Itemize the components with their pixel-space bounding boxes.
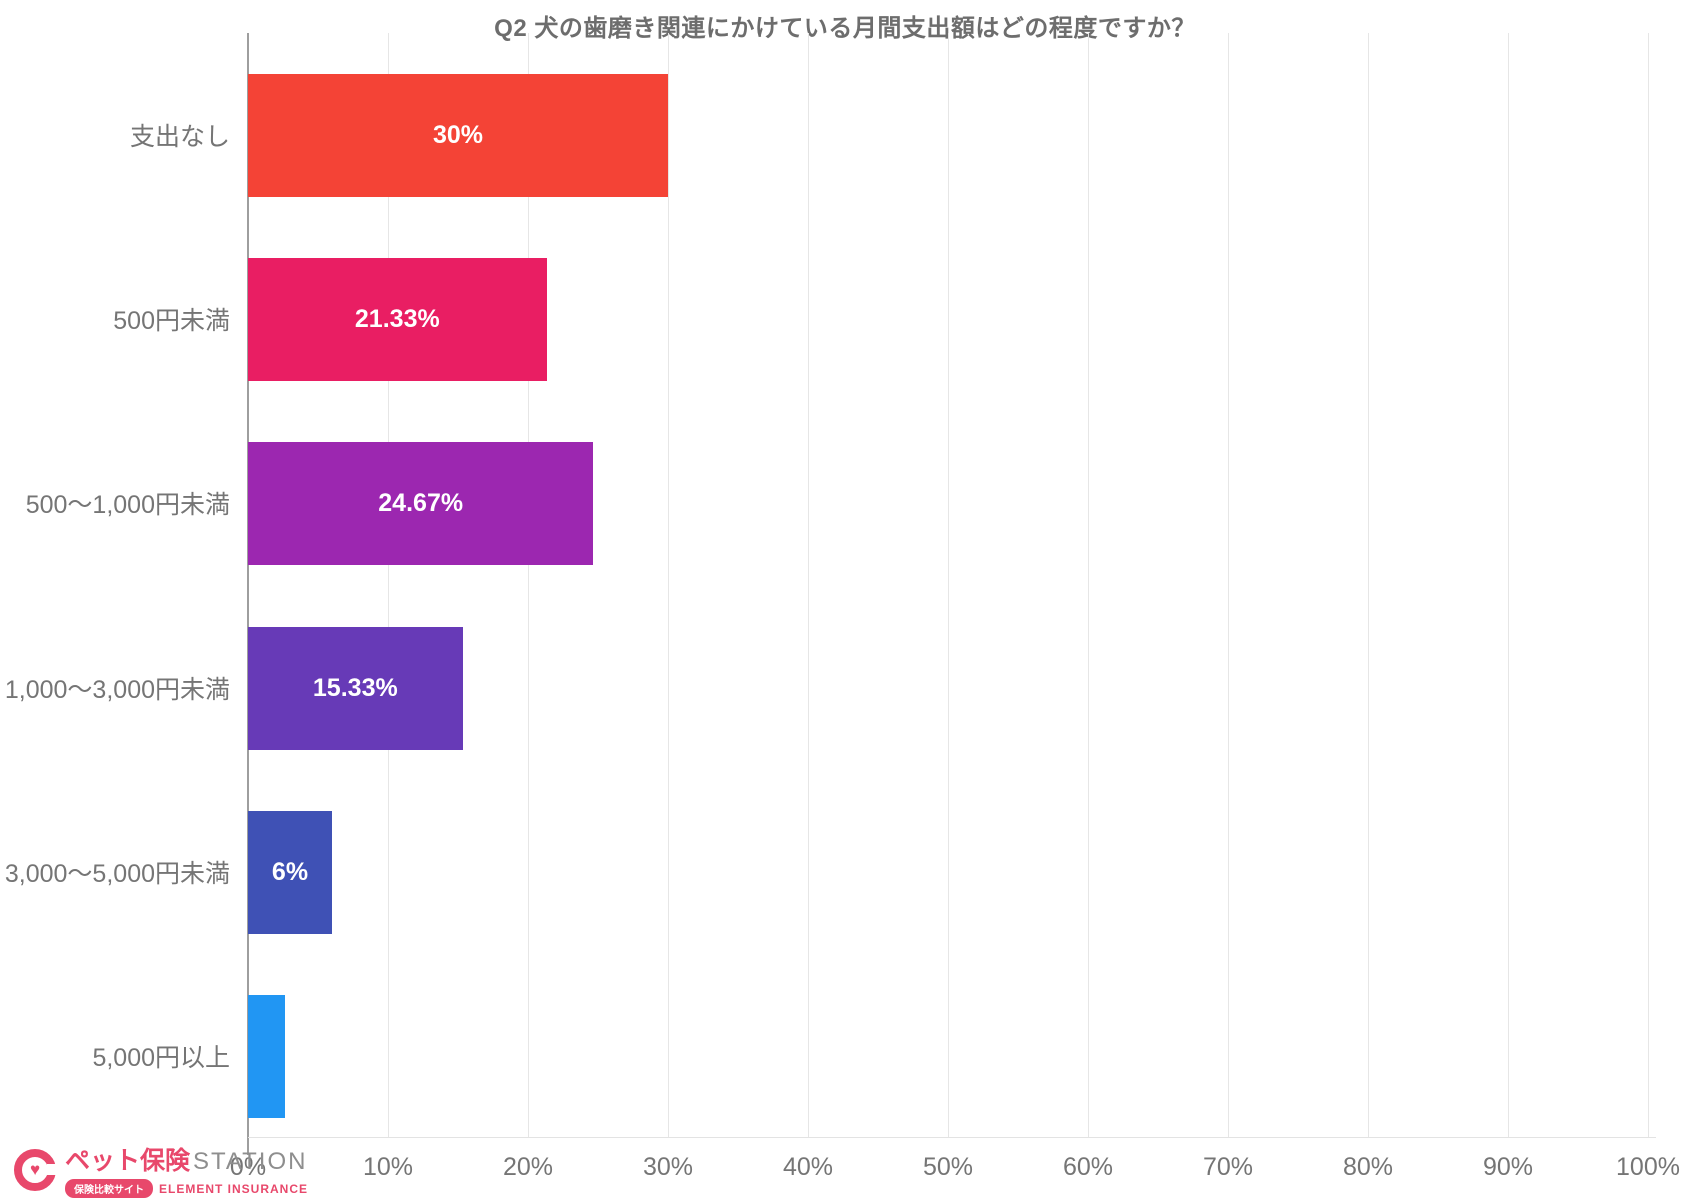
- grid-line: [808, 33, 809, 1138]
- bar: 6%: [248, 810, 332, 934]
- x-tick-label: 100%: [1616, 1153, 1680, 1181]
- grid-line: [1088, 33, 1089, 1138]
- logo-row-sub: 保険比較サイト ELEMENT INSURANCE: [65, 1179, 308, 1198]
- heart-icon: ♥: [29, 1159, 41, 1179]
- x-tick-label: 40%: [782, 1153, 834, 1181]
- logo-mark-icon: ♥: [14, 1148, 58, 1191]
- grid-line: [528, 33, 529, 1138]
- category-label: 1,000〜3,000円未満: [4, 675, 230, 704]
- chart-row: 支出なし 30%: [0, 33, 1690, 217]
- grid-line: [668, 33, 669, 1138]
- bar-value-label: 21.33%: [354, 305, 440, 334]
- category-label: 支出なし: [129, 123, 230, 151]
- logo-row-brand: ペット保険 STATION: [65, 1141, 308, 1177]
- category-label: 3,000〜5,000円未満: [4, 859, 230, 888]
- logo-ring-gap: [47, 1163, 58, 1175]
- logo-badge: 保険比較サイト: [65, 1179, 153, 1198]
- chart-row: 500〜1,000円未満 24.67%: [0, 401, 1690, 585]
- bar: 24.67%: [248, 442, 594, 566]
- x-tick-label: 10%: [362, 1153, 414, 1181]
- grid-line: [1368, 33, 1369, 1138]
- x-tick-label: 60%: [1062, 1153, 1114, 1181]
- chart-title: Q2 犬の歯磨き関連にかけている月間支出額はどの程度ですか？: [494, 15, 1196, 42]
- bar: 21.33%: [248, 258, 547, 382]
- bar-value-label: 24.67%: [378, 489, 464, 518]
- chart-row: 1,000〜3,000円未満 15.33%: [0, 586, 1690, 770]
- bar-value-label: 6%: [271, 857, 309, 886]
- x-tick-label: 20%: [502, 1153, 554, 1181]
- chart-row: 500円未満 21.33%: [0, 217, 1690, 401]
- logo-brand-en: STATION: [193, 1148, 308, 1175]
- logo-brand-jp: ペット保険: [65, 1147, 191, 1175]
- x-tick-label: 70%: [1202, 1153, 1254, 1181]
- grid-line: [1508, 33, 1509, 1138]
- x-axis-baseline: [248, 1137, 1656, 1138]
- logo-company: ELEMENT INSURANCE: [159, 1181, 309, 1196]
- chart-row: 3,000〜5,000円未満 6%: [0, 770, 1690, 954]
- x-tick-label: 0%: [229, 1153, 267, 1181]
- brand-logo: ♥ ペット保険 STATION 保険比較サイト ELEMENT INSURANC…: [14, 1141, 308, 1198]
- bar-value-label: 30%: [432, 121, 484, 149]
- grid-line: [948, 33, 949, 1138]
- logo-text: ペット保険 STATION 保険比較サイト ELEMENT INSURANCE: [65, 1141, 308, 1198]
- grid-line: [1228, 33, 1229, 1138]
- bar: 30%: [248, 74, 668, 197]
- x-tick-label: 80%: [1342, 1153, 1394, 1181]
- bar-value-label: 15.33%: [312, 673, 398, 702]
- category-label: 500円未満: [113, 307, 230, 336]
- category-label: 500〜1,000円未満: [25, 491, 230, 520]
- x-tick-label: 90%: [1482, 1153, 1534, 1181]
- bar: [248, 994, 286, 1118]
- bar: 15.33%: [248, 626, 463, 750]
- category-label: 5,000円以上: [92, 1043, 230, 1072]
- x-tick-label: 50%: [922, 1153, 974, 1181]
- grid-line: [388, 33, 389, 1138]
- chart-row: 5,000円以上: [0, 954, 1690, 1138]
- x-tick-label: 30%: [642, 1153, 694, 1181]
- y-axis-line: [247, 33, 249, 1155]
- grid-line: [1648, 33, 1649, 1138]
